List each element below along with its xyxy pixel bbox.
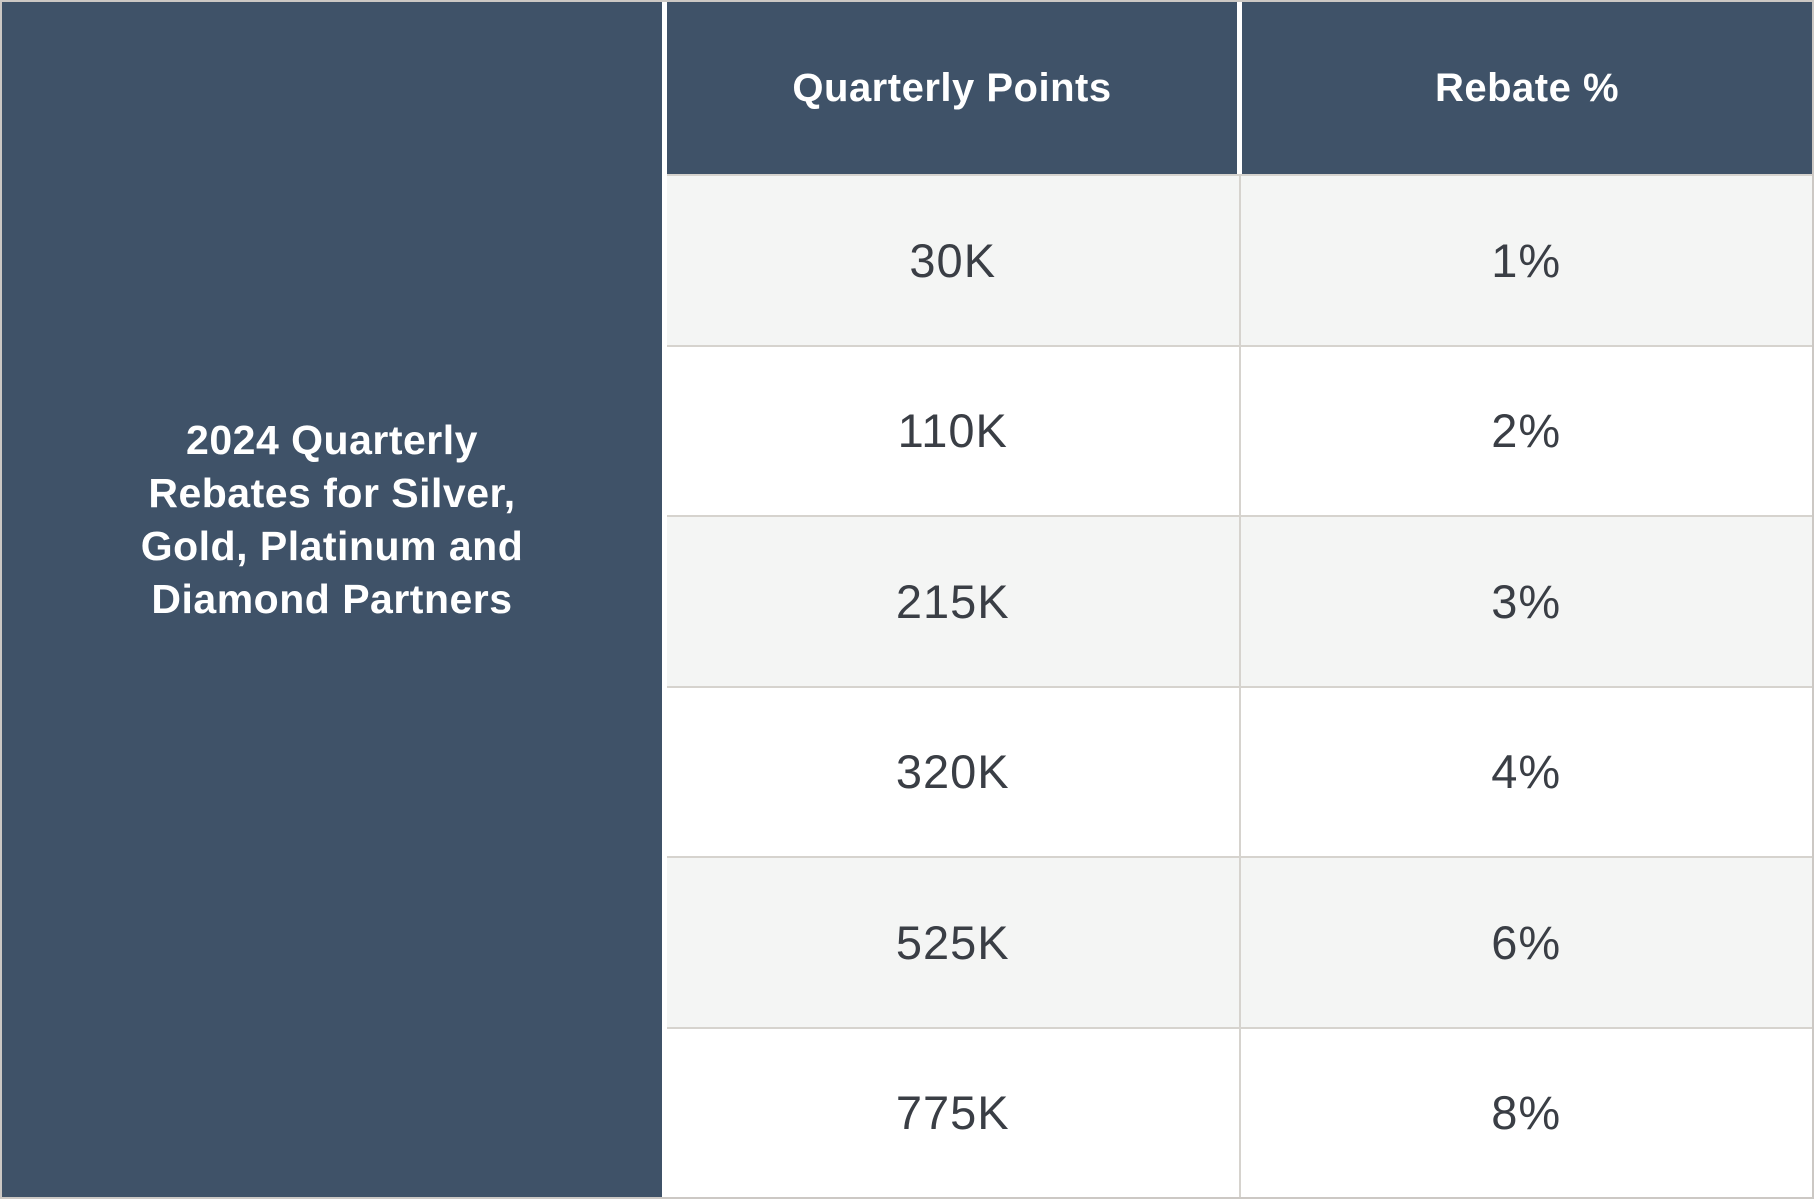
rebate-cell: 8% — [1238, 1028, 1812, 1197]
points-cell: 215K — [667, 517, 1239, 686]
table-header-row: Quarterly Points Rebate % — [667, 2, 1812, 174]
title-panel: 2024 Quarterly Rebates for Silver, Gold,… — [2, 2, 662, 1197]
rebate-cell: 4% — [1238, 687, 1812, 856]
points-cell: 110K — [667, 346, 1239, 515]
title-line: 2024 Quarterly — [186, 416, 478, 463]
points-cell: 320K — [667, 687, 1239, 856]
points-cell: 775K — [667, 1028, 1239, 1197]
column-header-quarterly-points: Quarterly Points — [667, 2, 1237, 174]
panel-table-divider — [662, 2, 667, 1197]
points-cell: 525K — [667, 858, 1239, 1027]
table-row: 110K 2% — [667, 344, 1812, 515]
table-title: 2024 Quarterly Rebates for Silver, Gold,… — [141, 414, 524, 626]
table-row: 775K 8% — [667, 1026, 1812, 1197]
rebate-cell: 2% — [1238, 346, 1812, 515]
table-row: 30K 1% — [667, 174, 1812, 345]
column-header-rebate-percent: Rebate % — [1242, 2, 1812, 174]
rebate-cell: 1% — [1238, 176, 1812, 345]
table-body: 30K 1% 110K 2% 215K 3% 320K 4% 525K 6% 7… — [667, 174, 1812, 1197]
title-line: Gold, Platinum and — [140, 522, 524, 569]
rebates-table: Quarterly Points Rebate % 30K 1% 110K 2%… — [667, 2, 1812, 1197]
table-row: 320K 4% — [667, 685, 1812, 856]
title-line: Rebates for Silver, — [148, 469, 516, 516]
title-line: Diamond Partners — [151, 575, 513, 622]
table-row: 215K 3% — [667, 515, 1812, 686]
rebate-cell: 6% — [1238, 858, 1812, 1027]
table-row: 525K 6% — [667, 856, 1812, 1027]
rebate-cell: 3% — [1238, 517, 1812, 686]
points-cell: 30K — [667, 176, 1239, 345]
